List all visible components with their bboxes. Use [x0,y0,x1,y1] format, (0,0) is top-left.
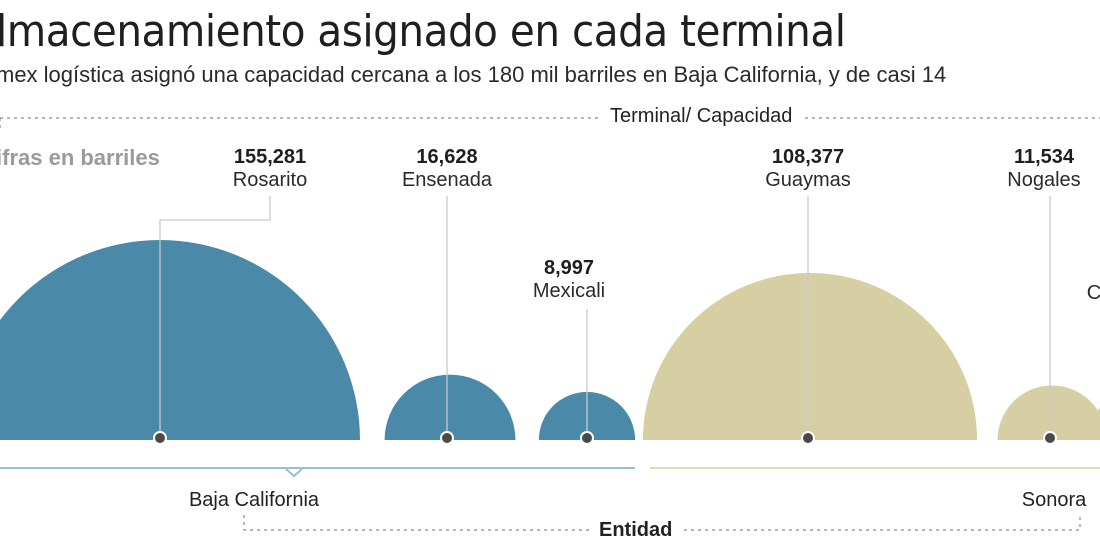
marker-ensenada [440,431,454,445]
marker-guaymas [801,431,815,445]
state-sonora: Sonora [1021,489,1087,511]
label-ensenada: 16,628 Ensenada [402,146,492,192]
marker-mexicali [580,431,594,445]
label-nogales: 11,534 Nogales [1007,146,1080,192]
label-partial-terminal: C [1087,282,1100,305]
value-nogales: 11,534 [1013,146,1075,168]
name-nogales: Nogales [1007,169,1081,191]
chart-title: lmacenamiento asignado en cada terminal [0,6,846,57]
baseline-marker-baja-california [285,468,303,478]
chart-subtitle: mex logística asignó una capacidad cerca… [0,62,947,87]
terminal-capacity-legend: Terminal/ Capacidad [600,105,803,128]
marker-rosarito [153,431,167,445]
bubble-rosarito [0,240,360,440]
entity-legend: Entidad [589,519,683,542]
name-ensenada: Ensenada [401,169,493,191]
value-mexicali: 8,997 [543,257,595,279]
bubble-partial [1090,406,1100,440]
value-rosarito: 155,281 [233,146,307,168]
bubble-ensenada [384,374,516,440]
bottom-guide-line [243,515,1081,531]
bubble-nogales [997,385,1100,440]
bubble-guaymas [642,272,978,440]
name-rosarito: Rosarito [232,169,308,191]
name-mexicali: Mexicali [532,280,606,302]
name-guaymas: Guaymas [765,169,851,191]
state-baja-california: Baja California [188,489,320,511]
unit-note: ifras en barriles [0,145,160,170]
leader-rosarito [159,196,271,434]
marker-nogales [1043,431,1057,445]
label-rosarito: 155,281 Rosarito [233,146,307,192]
label-mexicali: 8,997 Mexicali [533,257,605,303]
value-ensenada: 16,628 [416,146,478,168]
value-guaymas: 108,377 [771,146,845,168]
name-partial-terminal: C [1086,282,1100,304]
label-guaymas: 108,377 Guaymas [765,146,851,192]
